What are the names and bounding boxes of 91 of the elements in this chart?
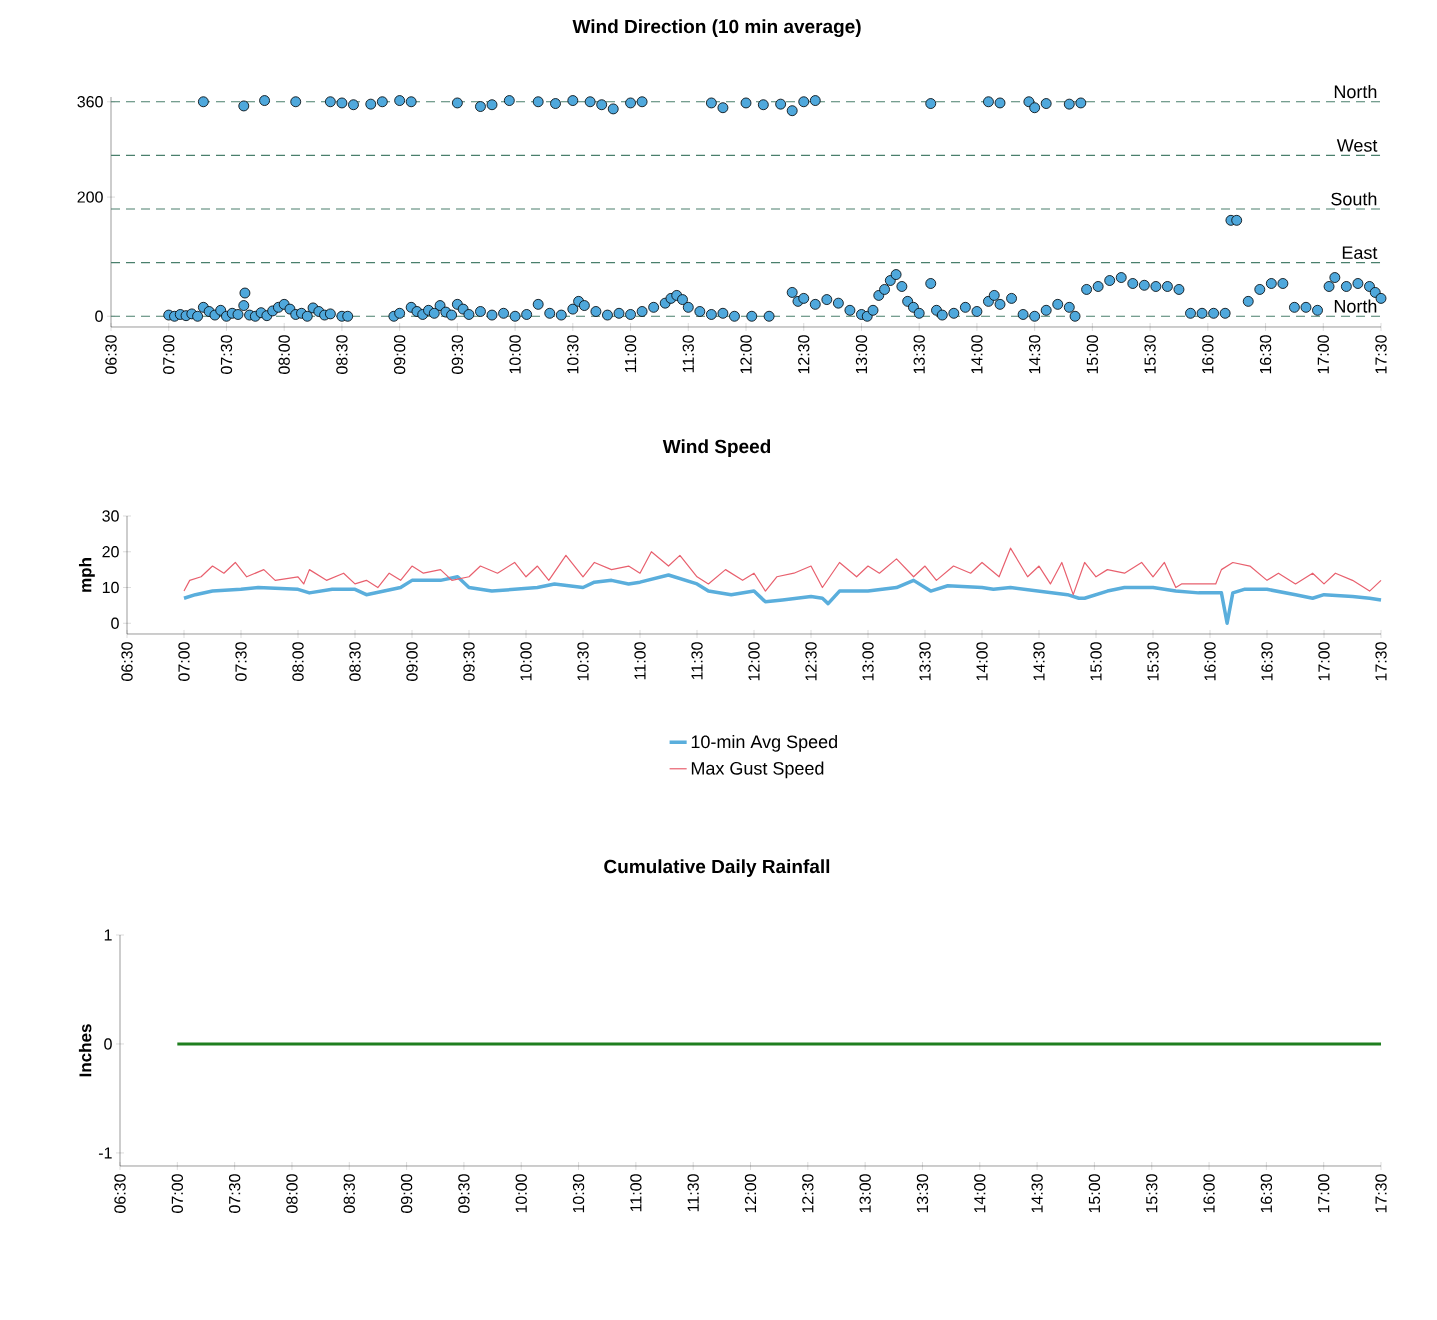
y-tick-label: 20 <box>102 546 119 558</box>
x-tick-label: 07:00 <box>178 642 190 681</box>
x-tick-label: 07:00 <box>171 1174 183 1213</box>
x-tick-label: 08:30 <box>349 642 361 681</box>
x-tick-label: 10:00 <box>509 335 521 374</box>
y-tick-label: 10 <box>102 581 119 594</box>
ref-line-label: East <box>1342 246 1378 260</box>
x-tick-label: 17:30 <box>1375 642 1387 681</box>
y-tick-label: 0 <box>95 310 103 322</box>
x-tick-label: 11:30 <box>682 335 694 373</box>
x-tick-label: 17:00 <box>1317 335 1329 374</box>
x-tick-label: 17:30 <box>1375 1174 1387 1213</box>
y-tick-label: 360 <box>77 96 103 108</box>
y-tick-label: 200 <box>77 191 103 203</box>
x-tick-label: 11:00 <box>624 335 637 373</box>
x-tick-label: 13:00 <box>862 642 874 681</box>
y-axis-title: mph <box>78 558 95 592</box>
ref-line-label: North <box>1334 299 1377 313</box>
x-tick-label: 08:00 <box>278 335 290 374</box>
legend-label: Max Gust Speed <box>691 761 824 779</box>
y-tick-label: 1 <box>104 929 112 941</box>
x-tick-label: 14:30 <box>1033 642 1045 681</box>
y-axis-title: Inches <box>78 1024 92 1077</box>
chart-title: Wind Direction (10 min average) <box>572 19 861 38</box>
x-tick-label: 07:00 <box>163 335 175 374</box>
chart-title: Cumulative Daily Rainfall <box>604 859 830 877</box>
x-tick-label: 12:30 <box>798 335 810 374</box>
x-tick-label: 09:30 <box>451 335 464 374</box>
x-tick-label: 12:00 <box>744 1174 757 1213</box>
x-tick-label: 10:00 <box>515 1174 527 1213</box>
x-tick-label: 15:00 <box>1086 335 1099 374</box>
x-tick-label: 11:00 <box>634 642 646 680</box>
x-tick-label: 15:30 <box>1144 335 1156 374</box>
x-tick-label: 16:00 <box>1203 1174 1215 1213</box>
x-tick-label: 14:00 <box>976 642 988 681</box>
ref-line-label: North <box>1334 84 1377 99</box>
x-tick-label: 17:00 <box>1318 1174 1330 1213</box>
x-tick-label: 15:00 <box>1090 642 1102 681</box>
ref-line-label: West <box>1336 139 1378 152</box>
x-tick-label: 09:00 <box>406 642 418 681</box>
x-tick-label: 15:00 <box>1088 1174 1101 1213</box>
x-tick-label: 07:30 <box>235 642 247 681</box>
x-tick-label: 08:30 <box>343 1174 355 1213</box>
y-tick-label: 0 <box>111 617 119 629</box>
x-tick-label: 14:00 <box>971 335 983 374</box>
y-tick-label: 0 <box>104 1038 112 1050</box>
x-tick-label: 07:30 <box>228 1174 241 1213</box>
x-tick-label: 09:00 <box>400 1174 413 1213</box>
x-tick-label: 13:30 <box>919 642 931 681</box>
x-tick-label: 09:30 <box>458 1174 470 1213</box>
x-tick-label: 17:00 <box>1318 642 1330 681</box>
y-tick-label: 30 <box>102 510 119 522</box>
chart-title: Wind Speed <box>662 439 771 457</box>
x-tick-label: 13:30 <box>913 335 925 374</box>
x-tick-label: 17:30 <box>1375 335 1387 374</box>
x-tick-label: 06:30 <box>114 1174 126 1213</box>
x-tick-label: 08:00 <box>292 642 304 681</box>
x-tick-label: 09:00 <box>393 335 406 374</box>
x-tick-label: 16:30 <box>1259 335 1272 374</box>
x-tick-label: 08:00 <box>286 1174 298 1213</box>
x-tick-label: 15:30 <box>1147 642 1159 681</box>
x-tick-label: 16:00 <box>1202 335 1214 374</box>
x-tick-label: 08:30 <box>336 335 348 374</box>
x-tick-label: 16:30 <box>1261 642 1273 681</box>
x-tick-label: 14:30 <box>1031 1174 1043 1213</box>
x-tick-label: 12:30 <box>805 642 817 681</box>
x-tick-label: 14:00 <box>974 1174 986 1213</box>
legend-label: 10-min Avg Speed <box>691 734 837 752</box>
x-tick-label: 13:30 <box>916 1174 929 1213</box>
ref-line-label: South <box>1331 192 1377 206</box>
x-tick-label: 07:30 <box>220 335 233 374</box>
x-tick-label: 06:30 <box>105 335 117 374</box>
x-tick-label: 10:30 <box>567 335 579 374</box>
x-tick-label: 09:30 <box>463 642 475 681</box>
x-tick-label: 11:00 <box>630 1174 642 1212</box>
y-tick-label: -1 <box>98 1147 112 1159</box>
x-tick-label: 12:00 <box>740 335 752 374</box>
x-tick-label: 10:30 <box>572 1174 585 1213</box>
x-tick-label: 11:30 <box>691 642 703 680</box>
x-tick-label: 12:30 <box>802 1174 814 1213</box>
x-tick-label: 15:30 <box>1146 1174 1158 1213</box>
x-tick-label: 13:00 <box>859 1174 871 1213</box>
x-tick-label: 13:00 <box>855 335 868 374</box>
x-tick-label: 16:30 <box>1260 1174 1273 1213</box>
x-tick-label: 10:30 <box>577 642 589 681</box>
x-tick-label: 06:30 <box>121 642 133 681</box>
x-tick-label: 11:30 <box>687 1174 699 1212</box>
x-tick-label: 10:00 <box>520 642 532 681</box>
x-tick-label: 14:30 <box>1028 335 1041 374</box>
x-tick-label: 16:00 <box>1204 642 1216 681</box>
x-tick-label: 12:00 <box>748 642 760 681</box>
